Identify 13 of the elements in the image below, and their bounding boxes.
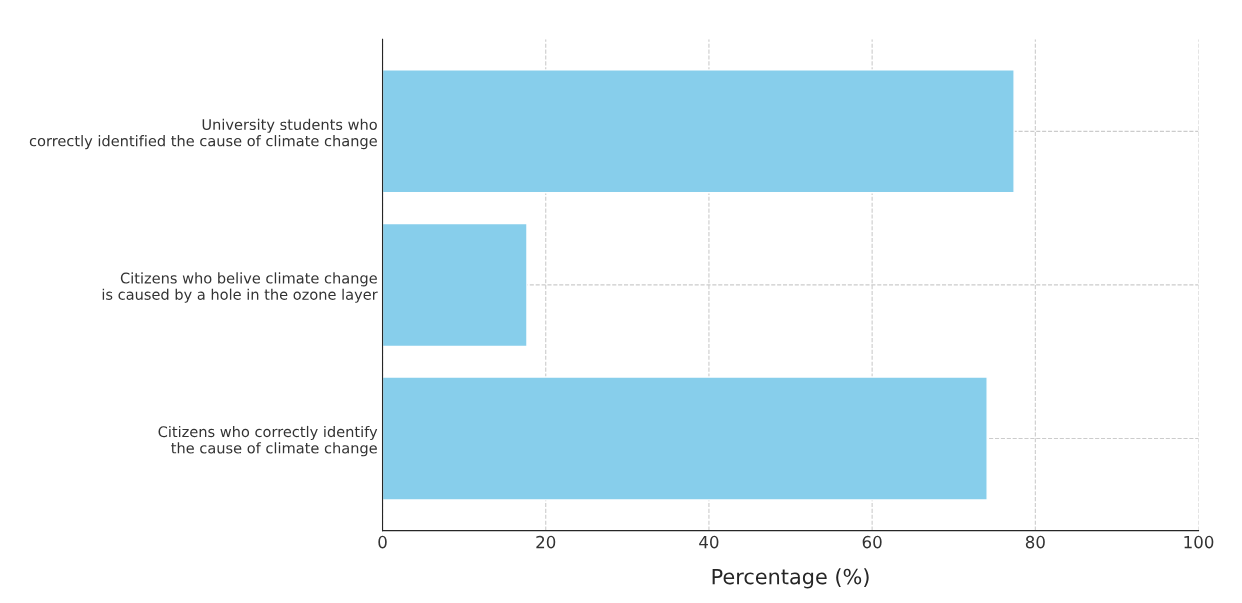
y-tick-label: Citizens who correctly identify the cause of climate change bbox=[158, 425, 378, 457]
x-axis-title: Percentage (%) bbox=[712, 568, 869, 589]
x-tick-label: 60 bbox=[862, 535, 882, 549]
x-tick-label: 20 bbox=[536, 535, 556, 549]
x-tick-label: 80 bbox=[1025, 535, 1045, 549]
bar bbox=[382, 376, 988, 501]
x-tick-label: 0 bbox=[378, 535, 387, 549]
bar bbox=[382, 69, 1015, 194]
bar bbox=[382, 222, 528, 348]
y-tick-label: Citizens who belive climate change is caused by a hole in the ozone layer bbox=[102, 272, 378, 303]
x-tick-label: 100 bbox=[1184, 535, 1214, 549]
y-tick-label: University students who correctly identified the cause of climate change bbox=[29, 118, 377, 150]
x-tick-label: 40 bbox=[699, 535, 719, 549]
